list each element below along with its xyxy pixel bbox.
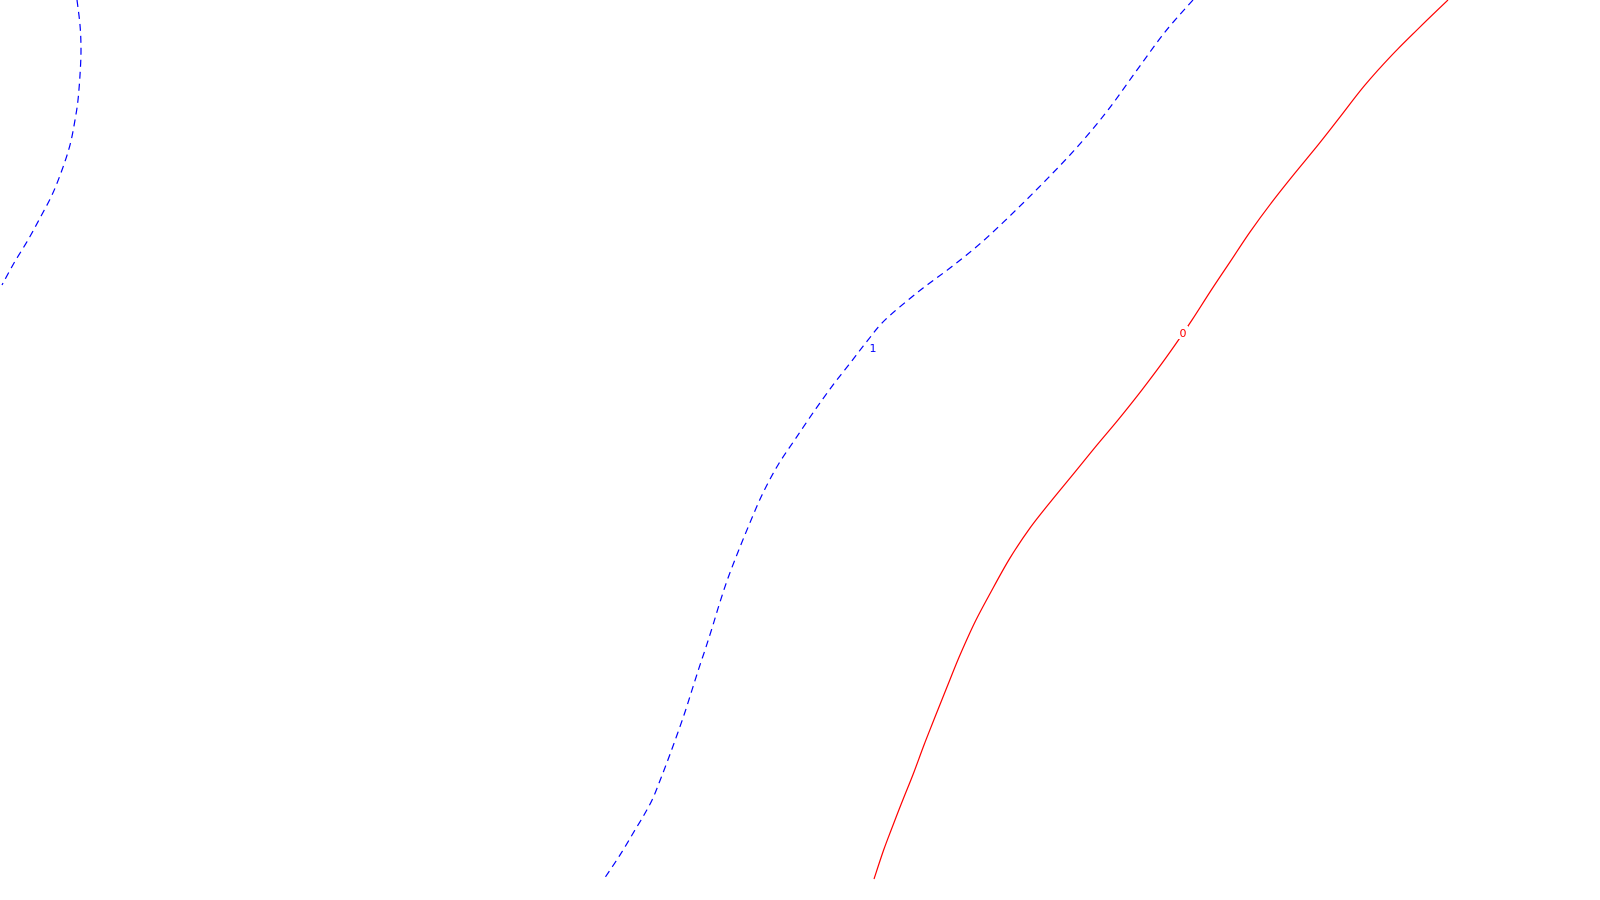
contour-lines xyxy=(1,0,1449,880)
contour-label-bg-2 xyxy=(1178,326,1188,339)
contour-label-0: 1 xyxy=(870,342,877,355)
contour-line-1 xyxy=(1,0,82,286)
contour-labels: 10 xyxy=(868,326,1188,355)
contour-label-bg-0 xyxy=(868,341,878,354)
contour-label-2: 0 xyxy=(1180,327,1187,340)
contour-line-2 xyxy=(873,0,1449,880)
contour-line-0 xyxy=(603,0,1194,880)
